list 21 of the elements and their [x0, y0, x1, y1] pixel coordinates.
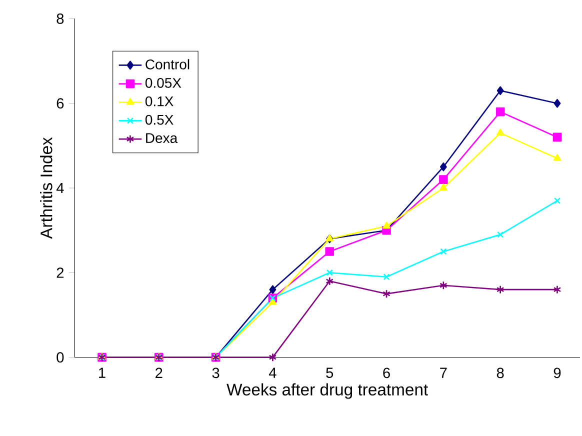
x-tick-label: 8 [496, 368, 504, 378]
x-tick-label: 2 [156, 368, 162, 378]
y-tick-label: 0 [56, 352, 64, 363]
legend-label: Control [146, 59, 190, 70]
y-tick-label: 8 [56, 14, 64, 24]
y-tick-label: 6 [56, 98, 64, 109]
x-tick-label: 9 [554, 368, 561, 378]
legend-label: 0.1X [145, 96, 174, 106]
x-axis-title: Weeks after drug treatment [226, 383, 428, 399]
x-tick-label: 3 [212, 368, 220, 378]
x-tick-label: 4 [268, 368, 276, 378]
x-tick-label: 5 [326, 368, 334, 378]
y-tick-label: 4 [56, 182, 64, 194]
legend-label: Dexa [146, 133, 178, 144]
legend-label: 0.05X [145, 78, 182, 88]
legend-label: 0.5X [145, 114, 174, 125]
x-tick-label: 1 [99, 368, 106, 378]
x-tick-label: 7 [440, 368, 447, 378]
y-axis-title: Arthritis Index [40, 137, 52, 239]
x-tick-label: 6 [383, 368, 390, 378]
y-tick-label: 2 [56, 268, 64, 278]
